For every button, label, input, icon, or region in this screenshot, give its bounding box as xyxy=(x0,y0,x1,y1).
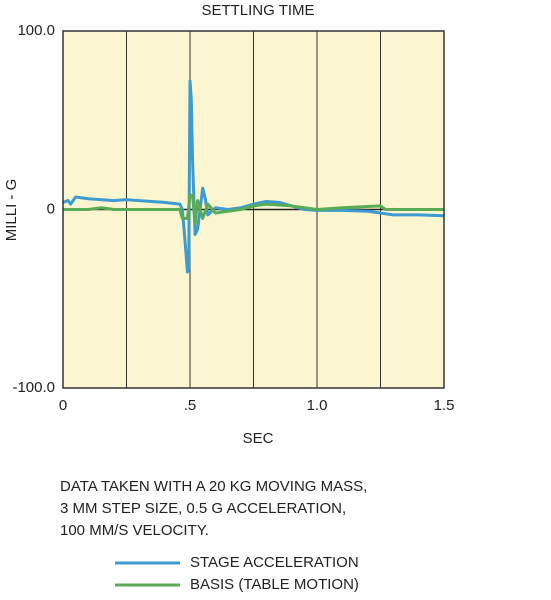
note-line: DATA TAKEN WITH A 20 KG MOVING MASS, xyxy=(60,478,367,495)
plot-frame xyxy=(62,30,445,389)
y-axis-label: MILLI - G xyxy=(3,179,20,242)
note-line: 100 MM/S VELOCITY. xyxy=(60,522,209,539)
note-line: 3 MM STEP SIZE, 0.5 G ACCELERATION, xyxy=(60,500,346,517)
x-axis-label: SEC xyxy=(243,430,274,447)
x-tick-label: 1.0 xyxy=(307,397,328,414)
chart-title: SETTLING TIME xyxy=(201,2,314,19)
x-tick-label: 1.5 xyxy=(434,397,455,414)
x-tick-label: .5 xyxy=(184,397,197,414)
y-tick-label: 100.0 xyxy=(17,22,55,39)
y-tick-label: -100.0 xyxy=(12,379,55,396)
y-tick-label: 0 xyxy=(47,200,55,217)
data-line xyxy=(63,193,444,226)
x-tick-label: 0 xyxy=(59,397,67,414)
legend-label: STAGE ACCELERATION xyxy=(190,554,359,571)
legend-label: BASIS (TABLE MOTION) xyxy=(190,576,359,593)
